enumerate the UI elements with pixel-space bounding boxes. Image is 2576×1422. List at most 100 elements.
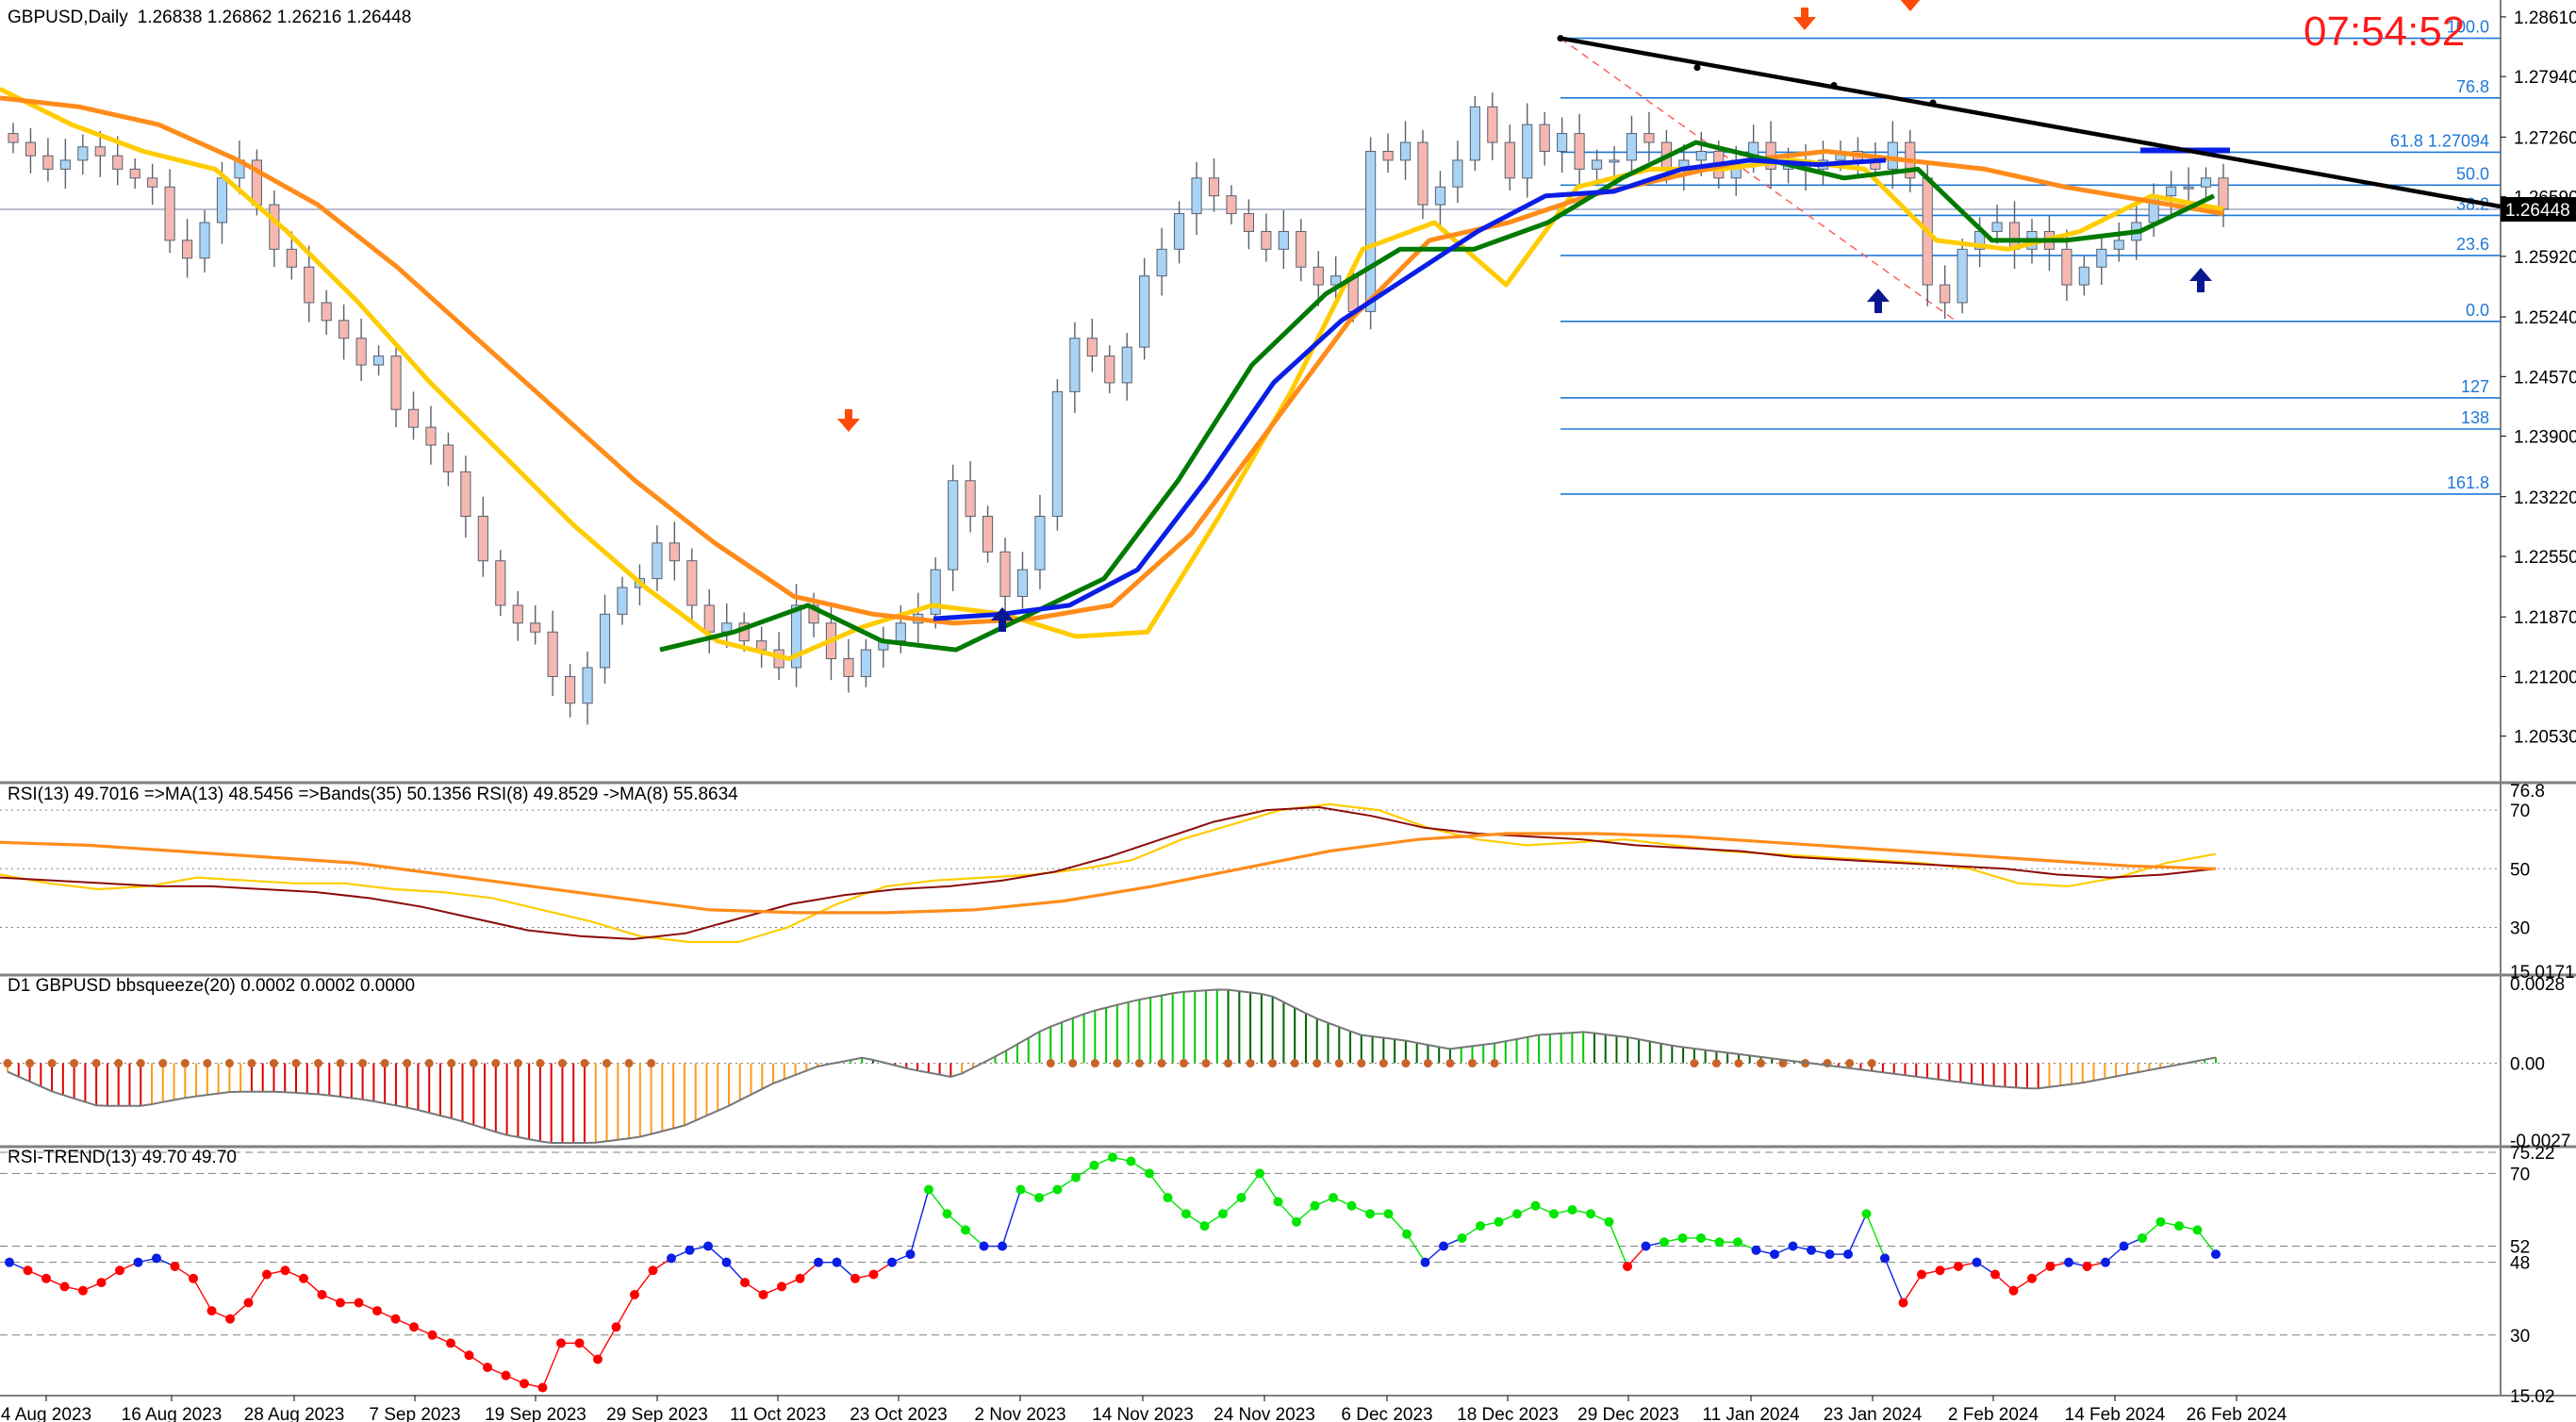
bull-candle — [2200, 177, 2212, 188]
squeeze-dot — [1090, 1059, 1099, 1068]
bull-candle — [2078, 266, 2089, 286]
bull-candle — [582, 667, 593, 704]
squeeze-dot — [291, 1059, 301, 1068]
rsi-trend-dot — [832, 1257, 842, 1267]
squeeze-dot — [491, 1059, 501, 1068]
rsi-trend-dot — [795, 1273, 805, 1283]
ma-blue-line — [933, 157, 1887, 621]
price-tick-label: 1.24570 — [2514, 368, 2576, 388]
time-tick-label: 16 Aug 2023 — [122, 1405, 223, 1422]
rsi-trend-dot — [225, 1314, 235, 1324]
bear-candle — [460, 471, 471, 518]
bear-candle — [1104, 356, 1115, 384]
rsi-trend-dot — [1880, 1253, 1890, 1264]
squeeze-dot — [1201, 1059, 1211, 1068]
rsi-trend-dot — [1512, 1209, 1522, 1219]
rsi-trend-segment — [1902, 1274, 1923, 1303]
squeeze-dot — [1268, 1059, 1278, 1068]
rsi-trend-dot — [41, 1273, 51, 1283]
rsi-trend-dot — [372, 1306, 382, 1316]
squeeze-dot — [269, 1059, 278, 1068]
rsi-trend-dot — [464, 1350, 474, 1361]
rsi-trend-dot — [998, 1241, 1007, 1251]
bear-candle — [390, 356, 402, 410]
squeeze-dot — [358, 1059, 368, 1068]
squeeze-dot — [380, 1059, 389, 1068]
ma-fast-line — [0, 87, 2224, 662]
rsi-trend-tick-label: 52 — [2510, 1238, 2530, 1258]
rsi-trend-dot — [78, 1285, 88, 1296]
bull-candle — [1191, 177, 1202, 215]
rsi-trend-dot — [1071, 1172, 1081, 1182]
rsi-trend-dot — [556, 1338, 566, 1348]
squeeze-dot — [424, 1059, 434, 1068]
bull-candle — [199, 222, 210, 259]
time-tick-label: 11 Oct 2023 — [730, 1405, 826, 1422]
fib-level-label: 50.0 — [2456, 164, 2489, 183]
rsi-tick-label: 30 — [2510, 918, 2530, 938]
bull-candle — [1434, 186, 1446, 206]
bull-candle — [617, 587, 628, 615]
bull-candle — [373, 356, 385, 366]
clock-display: 07:54:52 — [2304, 8, 2465, 55]
rsi-trend-dot — [1163, 1193, 1173, 1203]
fib-level-label: 138 — [2461, 408, 2489, 427]
rsi-trend-dot — [1089, 1160, 1099, 1170]
bear-candle — [999, 551, 1011, 597]
buy-arrow-icon — [991, 607, 1014, 632]
squeeze-dot — [114, 1059, 124, 1068]
rsi-trend-segment — [1240, 1172, 1261, 1199]
rsi-trend-dot — [905, 1249, 916, 1260]
rsi-trend-segment — [1884, 1258, 1905, 1303]
rsi-tick-label: 76.8 — [2510, 782, 2545, 802]
rsi-trend-dot — [1530, 1200, 1541, 1211]
rsi-trend-segment — [928, 1189, 949, 1215]
squeeze-tick-label: 0.00 — [2510, 1055, 2545, 1075]
squeeze-dot — [1290, 1059, 1299, 1068]
rsi-trend-dot — [2101, 1257, 2110, 1267]
bear-candle — [1261, 230, 1272, 250]
sell-arrow-icon — [837, 409, 860, 432]
rsi-trend-dot — [483, 1363, 492, 1373]
price-tick-label: 1.27940 — [2514, 68, 2576, 88]
time-tick-label: 2 Nov 2023 — [974, 1405, 1065, 1422]
bull-candle — [1522, 124, 1533, 179]
rsi-trend-dot — [758, 1289, 768, 1299]
rsi-trend-dot — [1016, 1184, 1026, 1195]
bull-candle — [599, 613, 611, 669]
squeeze-dot — [403, 1059, 412, 1068]
rsi-trend-dot — [2045, 1261, 2056, 1271]
rsi-trend-dot — [1807, 1245, 1816, 1255]
rsi-trend-tick-label: 70 — [2510, 1165, 2530, 1184]
bear-candle — [843, 658, 854, 677]
current-price-badge — [2501, 197, 2576, 222]
bear-candle — [129, 168, 140, 179]
rsi-trend-segment — [2196, 1229, 2217, 1255]
rsi-ma-line — [0, 805, 2217, 940]
bull-candle — [59, 159, 71, 170]
squeeze-dot — [513, 1059, 522, 1068]
bull-candle — [1557, 133, 1568, 152]
squeeze-dot — [25, 1059, 35, 1068]
time-tick-label: 18 Dec 2023 — [1457, 1405, 1559, 1422]
squeeze-dot — [1423, 1059, 1432, 1068]
rsi-trend-dot — [1660, 1237, 1669, 1248]
squeeze-dot — [1357, 1059, 1366, 1068]
time-tick-label: 29 Sep 2023 — [606, 1405, 708, 1422]
rsi-trend-dot — [336, 1298, 345, 1308]
bull-candle — [930, 569, 941, 615]
squeeze-dot — [647, 1059, 656, 1068]
bull-candle — [895, 622, 906, 642]
bear-candle — [1539, 124, 1550, 152]
bear-candle — [147, 177, 158, 188]
rsi-trend-dot — [262, 1269, 272, 1280]
rsi-trend-segment — [909, 1189, 930, 1255]
bull-candle — [1278, 230, 1289, 250]
squeeze-dot — [469, 1059, 478, 1068]
squeeze-dot — [70, 1059, 79, 1068]
time-tick-label: 23 Oct 2023 — [850, 1405, 948, 1422]
bear-candle — [495, 560, 506, 606]
bear-candle — [2218, 177, 2229, 210]
squeeze-panel-title: D1 GBPUSD bbsqueeze(20) 0.0002 0.0002 0.… — [8, 976, 415, 996]
